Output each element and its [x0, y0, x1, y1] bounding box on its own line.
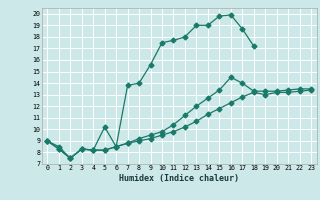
X-axis label: Humidex (Indice chaleur): Humidex (Indice chaleur)	[119, 174, 239, 183]
